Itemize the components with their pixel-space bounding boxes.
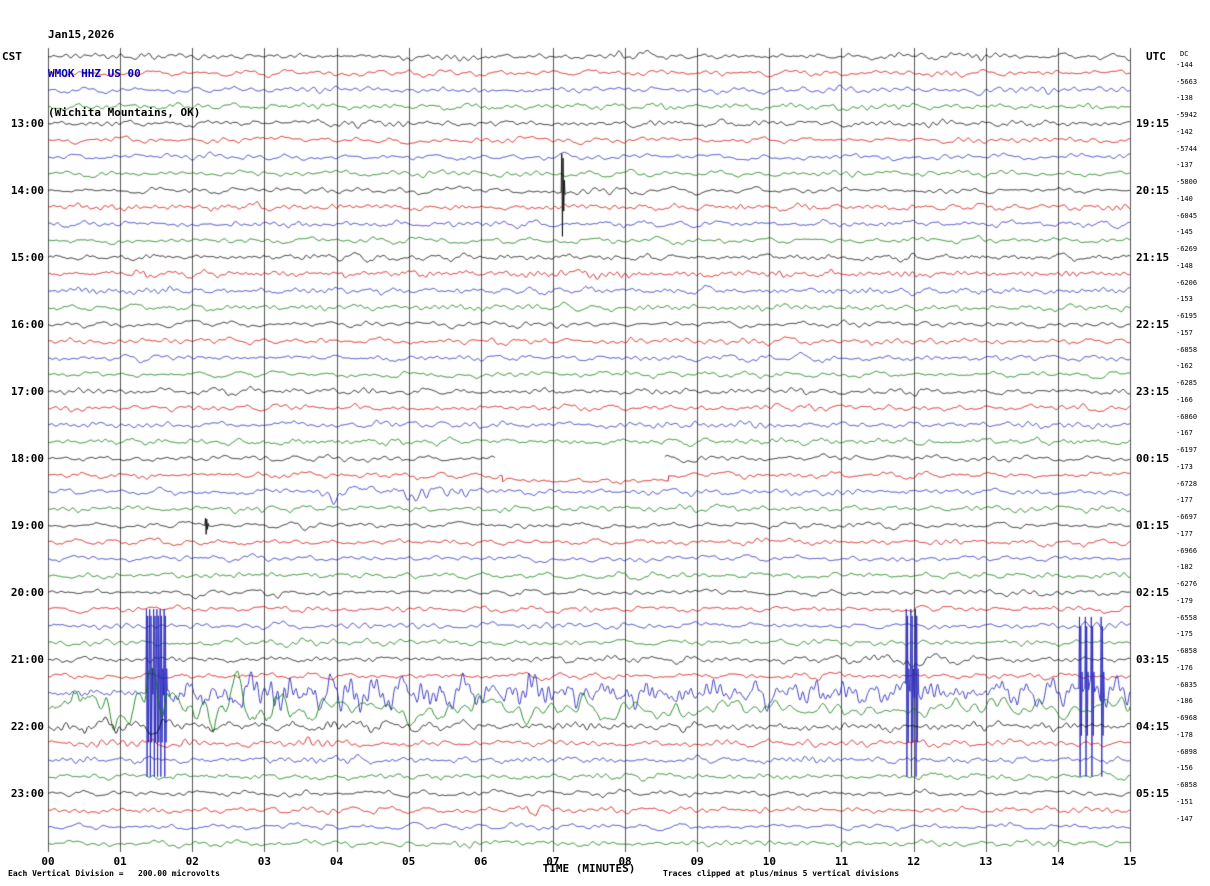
x-tick-label: 11 <box>834 855 849 868</box>
dc-value: -6285 <box>1176 379 1198 387</box>
dc-value: -137 <box>1176 161 1193 170</box>
right-time-label: 04:15 <box>1136 720 1170 734</box>
dc-value: -6860 <box>1176 412 1198 421</box>
x-tick-label: 04 <box>329 855 344 868</box>
dc-value: -138 <box>1176 94 1193 103</box>
left-time-label: 15:00 <box>10 251 44 265</box>
dc-value: -176 <box>1176 663 1193 672</box>
dc-value: -6728 <box>1176 479 1198 488</box>
left-time-label: 20:00 <box>10 586 44 600</box>
x-tick-label: 03 <box>257 855 272 868</box>
dc-value: -6195 <box>1176 312 1198 320</box>
scale-note: Each Vertical Division = 200.00 microvol… <box>8 869 220 878</box>
left-time-label: 19:00 <box>10 519 44 533</box>
dc-value: -6966 <box>1176 546 1198 555</box>
left-time-label: 18:00 <box>10 452 44 466</box>
title-block: Jan15,2026 WMOK HHZ US 00 (Wichita Mount… <box>48 2 200 145</box>
x-tick-label: 01 <box>113 855 127 868</box>
x-tick-label: 00 <box>41 855 55 868</box>
dc-value: -140 <box>1176 194 1193 203</box>
dc-value: -5663 <box>1176 77 1198 86</box>
dc-value: -6558 <box>1176 613 1198 622</box>
dc-value: -6858 <box>1176 345 1198 354</box>
right-timezone-label: UTC <box>1146 50 1166 63</box>
dc-value: -6858 <box>1176 781 1198 789</box>
left-time-label: 21:00 <box>10 653 44 667</box>
x-tick-label: 02 <box>185 855 199 868</box>
dc-value: -6045 <box>1176 211 1198 220</box>
location-label: (Wichita Mountains, OK) <box>48 106 201 119</box>
x-tick-label: 09 <box>690 855 704 868</box>
dc-value: -148 <box>1176 261 1193 270</box>
right-time-label: 05:15 <box>1136 787 1170 801</box>
right-time-label: 01:15 <box>1136 519 1170 533</box>
dc-value: -147 <box>1176 814 1193 823</box>
dc-value: -151 <box>1176 797 1193 806</box>
left-time-label: 13:00 <box>10 117 44 131</box>
dc-value: -142 <box>1176 127 1193 136</box>
x-tick-label: 10 <box>762 855 776 868</box>
x-tick-label: 13 <box>979 855 993 868</box>
dc-value: -173 <box>1176 462 1193 471</box>
dc-value: -5800 <box>1176 178 1198 186</box>
dc-value: -177 <box>1176 496 1193 505</box>
dc-header: DC <box>1180 50 1189 58</box>
clip-note: Traces clipped at plus/minus 5 vertical … <box>663 869 900 878</box>
right-time-label: 19:15 <box>1136 117 1170 131</box>
dc-value: -153 <box>1176 295 1193 304</box>
left-time-label: 14:00 <box>10 184 44 198</box>
dc-value: -175 <box>1176 630 1193 639</box>
right-time-label: 02:15 <box>1136 586 1170 600</box>
x-axis-title: TIME (MINUTES) <box>542 862 636 875</box>
dc-value: -178 <box>1176 730 1193 739</box>
x-tick-label: 15 <box>1123 855 1137 868</box>
right-time-label: 03:15 <box>1136 653 1170 667</box>
left-time-label: 16:00 <box>10 318 44 332</box>
dc-value: -145 <box>1176 228 1193 237</box>
dc-value: -6858 <box>1176 647 1198 655</box>
dc-value: -6697 <box>1176 513 1198 521</box>
left-time-label: 17:00 <box>10 385 44 399</box>
left-time-label: 23:00 <box>10 787 44 801</box>
dc-value: -182 <box>1176 563 1193 572</box>
x-tick-label: 12 <box>906 855 921 868</box>
dc-value: -6276 <box>1176 580 1198 588</box>
left-timezone-label: CST <box>2 50 22 63</box>
dc-value: -157 <box>1176 328 1193 337</box>
dc-value: -179 <box>1176 596 1193 605</box>
x-tick-label: 05 <box>402 855 416 868</box>
dc-value: -6206 <box>1176 278 1198 287</box>
right-time-label: 22:15 <box>1136 318 1170 332</box>
station-label: WMOK HHZ US 00 <box>48 67 141 80</box>
x-tick-label: 07 <box>546 855 560 868</box>
dc-value: -166 <box>1176 395 1193 404</box>
dc-value: -186 <box>1176 697 1193 706</box>
x-tick-label: 08 <box>618 855 632 868</box>
x-tick-label: 06 <box>474 855 488 868</box>
right-time-label: 00:15 <box>1136 452 1170 466</box>
dc-value: -177 <box>1176 529 1193 538</box>
right-time-label: 20:15 <box>1136 184 1170 198</box>
dc-value: -144 <box>1176 60 1193 69</box>
date-label: Jan15,2026 <box>48 28 115 41</box>
right-time-label: 23:15 <box>1136 385 1170 399</box>
dc-value: -6898 <box>1176 747 1198 756</box>
dc-value: -162 <box>1176 362 1193 371</box>
left-time-label: 22:00 <box>10 720 44 734</box>
dc-value: -6197 <box>1176 446 1198 454</box>
dc-value: -5942 <box>1176 111 1198 119</box>
dc-value: -6269 <box>1176 245 1198 253</box>
dc-value: -167 <box>1176 429 1193 438</box>
dc-value: -6968 <box>1176 714 1198 722</box>
right-time-label: 21:15 <box>1136 251 1170 265</box>
dc-value: -6835 <box>1176 680 1198 689</box>
dc-value: -156 <box>1176 764 1193 773</box>
x-tick-label: 14 <box>1051 855 1065 868</box>
dc-value: -5744 <box>1176 144 1198 153</box>
